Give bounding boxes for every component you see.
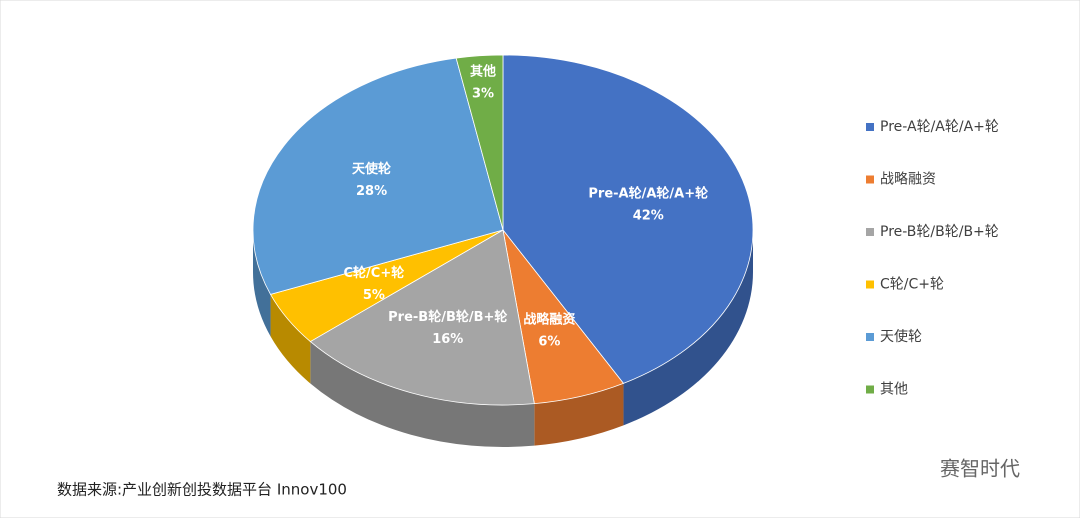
slice	[502, 54, 754, 384]
slice-value-label: 5%	[363, 288, 385, 303]
legend-swatch	[866, 385, 874, 394]
slice-side	[623, 230, 753, 426]
slice-value-label: 3%	[472, 86, 494, 101]
slice-labels: Pre-A轮/A轮/A+轮 42% 战略融资 6% Pre-B轮/B轮/B+轮 16% C轮…	[344, 63, 709, 349]
legend-swatch	[866, 333, 874, 341]
slice-label: 战略融资	[523, 311, 575, 327]
slice-value-label: 28%	[356, 184, 387, 199]
legend-swatch	[866, 175, 874, 184]
legend-swatch	[866, 228, 874, 236]
slice	[455, 54, 504, 231]
slice-label: 其他	[470, 63, 496, 79]
watermark: 赛智时代	[940, 457, 1020, 481]
source-note: 数据来源:产业创新创投数据平台 Innov100	[57, 481, 347, 499]
slice-side	[253, 230, 271, 337]
slice-side	[270, 294, 311, 384]
legend-swatch	[866, 123, 874, 131]
slice-side	[534, 383, 624, 446]
slice-value-label: 6%	[538, 334, 560, 349]
legend-label: 天使轮	[880, 328, 922, 345]
legend-swatch	[866, 280, 874, 289]
pie-sides	[253, 230, 753, 448]
legend-label: 其他	[880, 382, 908, 398]
slice	[309, 229, 535, 406]
slice	[252, 57, 504, 295]
pie-tops	[252, 54, 754, 406]
slice-label: 天使轮	[352, 161, 391, 177]
slice-label: Pre-B轮/B轮/B+轮	[388, 309, 507, 325]
legend-label: 战略融资	[880, 172, 936, 188]
slice-value-label: 42%	[633, 208, 664, 223]
legend-label: Pre-A轮/A轮/A+轮	[880, 119, 999, 135]
slice-side	[310, 341, 535, 448]
legend-label: C轮/C+轮	[880, 277, 944, 293]
slice-label: C轮/C+轮	[344, 265, 405, 281]
slice-value-label: 16%	[432, 332, 463, 347]
slice-label: Pre-A轮/A轮/A+轮	[588, 185, 708, 201]
legend-label: Pre-B轮/B轮/B+轮	[880, 224, 999, 240]
